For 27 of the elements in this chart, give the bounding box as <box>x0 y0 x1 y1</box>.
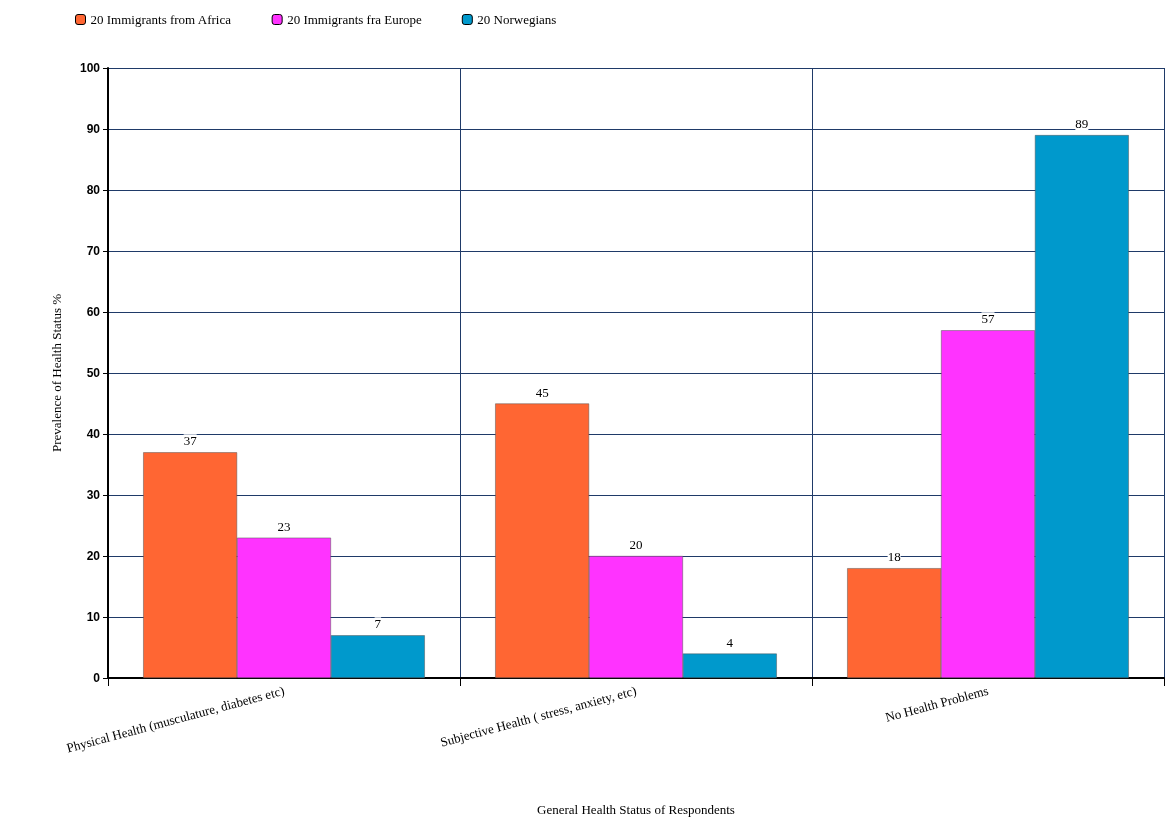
data-label: 23 <box>277 518 291 534</box>
data-label: 4 <box>726 634 734 650</box>
data-label: 37 <box>183 433 198 449</box>
x-axis-title: General Health Status of Respondents <box>537 802 735 817</box>
y-tick-label: 0 <box>93 671 101 685</box>
x-tick-label: No Health Problems <box>883 682 990 725</box>
data-label: 7 <box>374 616 382 632</box>
data-label: 89 <box>1075 116 1089 132</box>
legend-label: 20 Immigrants from Africa <box>90 12 232 27</box>
y-tick-label: 50 <box>86 366 101 380</box>
legend-label: 20 Norwegians <box>477 12 557 27</box>
y-tick-label: 40 <box>86 427 101 441</box>
y-tick-label: 70 <box>86 244 101 258</box>
y-tick-label: 20 <box>86 549 101 563</box>
legend-label: 20 Immigrants fra Europe <box>287 12 423 27</box>
y-tick-label: 100 <box>79 61 101 75</box>
y-tick-label: 90 <box>86 122 101 136</box>
y-tick-label: 10 <box>86 610 101 624</box>
y-tick-label: 80 <box>86 183 101 197</box>
data-label: 45 <box>535 384 549 400</box>
data-label: 18 <box>887 549 901 565</box>
data-label: 20 <box>629 537 643 552</box>
x-tick-label: Subjective Health ( stress, anxiety, etc) <box>438 682 638 750</box>
y-tick-label: 60 <box>86 305 101 319</box>
data-label: 57 <box>981 311 995 327</box>
y-axis-title: Prevalence of Health Status % <box>49 293 64 453</box>
y-tick-label: 30 <box>86 488 101 502</box>
